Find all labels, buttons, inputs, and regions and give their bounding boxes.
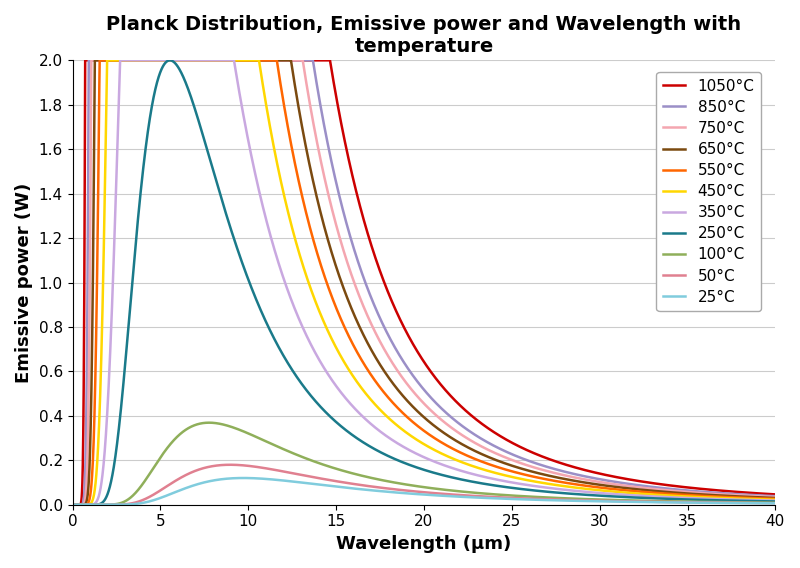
X-axis label: Wavelength (μm): Wavelength (μm) <box>336 535 511 553</box>
Legend: 1050°C, 850°C, 750°C, 650°C, 550°C, 450°C, 350°C, 250°C, 100°C, 50°C, 25°C: 1050°C, 850°C, 750°C, 650°C, 550°C, 450°… <box>657 72 761 311</box>
Y-axis label: Emissive power (W): Emissive power (W) <box>15 182 33 383</box>
Title: Planck Distribution, Emissive power and Wavelength with
temperature: Planck Distribution, Emissive power and … <box>106 15 742 56</box>
